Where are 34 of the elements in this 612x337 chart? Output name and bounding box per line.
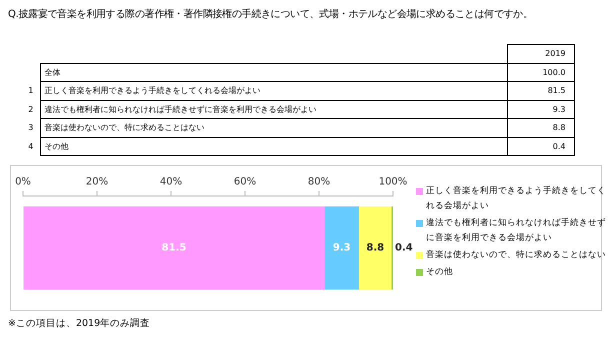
text: 3 [27,122,34,134]
text: 4 [27,140,34,153]
data-label: 0.4 [395,242,413,254]
legend-label: 音楽は使わないので、特に求めることはない [425,248,606,262]
data-label: 81.5 [162,242,186,254]
legend-label: その他 [425,266,454,279]
text: 100.0 [507,63,574,82]
legend-label: 正しく音楽を利用できるよう手続きをしてくれる会場がよい [425,184,606,213]
text: その他 [44,142,68,151]
text: 0.4 [507,137,574,156]
text: 8.8 [507,118,574,137]
x-tick-label: 40% [160,176,182,188]
text: 正しく音楽を利用できるよう手続きをしてくれる会場がよい [44,86,260,96]
data-label: 9.3 [332,242,351,254]
bar [358,206,392,290]
bar [324,206,359,290]
chart-title: Q.披露宴で音楽を利用する際の著作権・著作隣接権の手続きについて、式場・ホテルなど会場に求めることは何ですか。 [8,8,533,21]
x-tick-label: 80% [308,176,330,188]
text: 2019 [507,44,574,63]
bar [24,206,325,290]
x-tick-label: 20% [86,176,108,188]
text: 1 [27,85,34,98]
x-tick-label: 100% [378,176,408,188]
text: ※この項目は、2019年のみ調査 [8,317,150,330]
text: 違法でも権利者に知られなければ手続きせずに音楽を利用できる会場がよい [44,104,316,114]
data-label: 8.8 [366,242,384,254]
legend-label: 違法でも権利者に知られなければ手続きせずに音楽を利用できる会場がよい [425,216,606,245]
x-tick-label: 0% [15,176,31,188]
text: 81.5 [507,82,574,100]
text: 2 [27,104,34,116]
text: 9.3 [507,100,574,118]
text: 音楽は使わないので、特に求めることはない [44,123,204,132]
text: 全体 [40,63,507,82]
x-tick-label: 60% [234,176,256,188]
